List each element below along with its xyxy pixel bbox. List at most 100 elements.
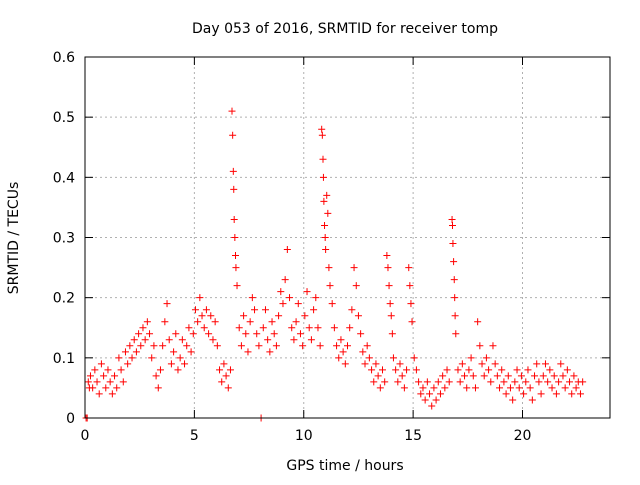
data-point [91, 366, 99, 374]
data-point [350, 264, 358, 272]
y-tick-label: 0.5 [53, 110, 75, 126]
data-point [322, 246, 330, 254]
y-tick-label: 0.1 [53, 351, 75, 367]
data-point [522, 378, 530, 386]
data-point [143, 318, 151, 326]
y-tick-label: 0.6 [53, 50, 75, 66]
data-point [183, 342, 191, 350]
data-point [572, 384, 580, 392]
data-point [218, 378, 226, 386]
data-point [361, 360, 369, 368]
data-point [500, 378, 508, 386]
data-point [230, 185, 238, 193]
y-tick-label: 0.2 [53, 291, 75, 307]
data-point [95, 390, 103, 398]
data-point [108, 390, 116, 398]
data-point [476, 342, 484, 350]
data-point [229, 167, 237, 175]
data-point [230, 215, 238, 223]
x-tick-label: 15 [404, 428, 422, 444]
data-point [222, 372, 230, 380]
data-point [330, 324, 338, 332]
data-point [237, 342, 245, 350]
data-point [294, 300, 302, 308]
data-point [318, 131, 326, 139]
data-point [152, 372, 160, 380]
data-point [113, 384, 121, 392]
data-point [259, 324, 267, 332]
data-point [383, 252, 391, 260]
data-point [452, 330, 460, 338]
data-point [115, 354, 123, 362]
data-point [526, 384, 534, 392]
data-point [426, 390, 434, 398]
data-point [448, 215, 456, 223]
data-point [576, 390, 584, 398]
data-point [407, 300, 415, 308]
data-point [111, 372, 119, 380]
data-point [423, 378, 431, 386]
data-point [359, 348, 367, 356]
data-point [268, 318, 276, 326]
data-point [187, 348, 195, 356]
data-point [86, 372, 94, 380]
data-point [449, 240, 457, 248]
x-tick-label: 20 [514, 428, 532, 444]
data-point [312, 294, 320, 302]
data-point [167, 360, 175, 368]
data-point [396, 360, 404, 368]
data-point [176, 354, 184, 362]
data-point [469, 372, 477, 380]
data-point [139, 324, 147, 332]
data-point [185, 324, 193, 332]
data-point [281, 276, 289, 284]
data-point [150, 342, 158, 350]
data-point [244, 348, 252, 356]
data-point [388, 330, 396, 338]
data-point [159, 342, 167, 350]
data-point [557, 360, 565, 368]
data-point [450, 258, 458, 266]
data-point [255, 342, 263, 350]
data-point [385, 282, 393, 290]
data-point [248, 294, 256, 302]
data-point [170, 348, 178, 356]
data-point [213, 342, 221, 350]
data-point [132, 348, 140, 356]
data-point [537, 390, 545, 398]
data-point [156, 366, 164, 374]
data-point [502, 390, 510, 398]
data-point [117, 366, 125, 374]
data-point [368, 366, 376, 374]
data-point [434, 378, 442, 386]
data-point [555, 378, 563, 386]
data-point [337, 336, 345, 344]
x-tick-label: 10 [295, 428, 313, 444]
data-point [253, 330, 261, 338]
data-point [137, 342, 145, 350]
data-point [266, 348, 274, 356]
data-point [489, 342, 497, 350]
data-point [509, 396, 517, 404]
data-point [148, 354, 156, 362]
data-point [141, 336, 149, 344]
data-point [163, 300, 171, 308]
data-point [398, 372, 406, 380]
data-point [228, 107, 236, 115]
data-point [275, 312, 283, 320]
data-point [178, 336, 186, 344]
data-point [135, 330, 143, 338]
data-point [229, 131, 237, 139]
data-point [467, 354, 475, 362]
data-point [451, 294, 459, 302]
data-point [246, 318, 254, 326]
data-point [406, 282, 414, 290]
data-point [207, 312, 215, 320]
data-point [363, 342, 371, 350]
data-point [439, 372, 447, 380]
data-point [454, 366, 462, 374]
data-point [316, 342, 324, 350]
data-point [320, 197, 328, 205]
